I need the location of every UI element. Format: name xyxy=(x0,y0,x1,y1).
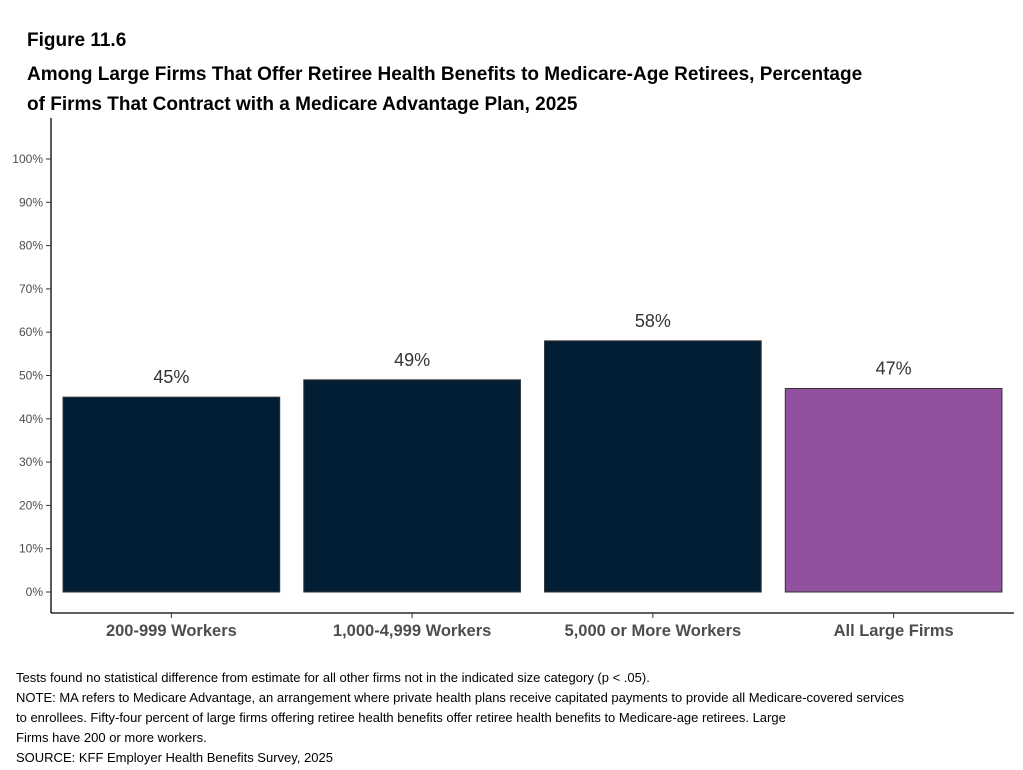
bar-value-label: 45% xyxy=(153,367,189,387)
bar-value-label: 47% xyxy=(876,358,912,378)
note-line: to enrollees. Fifty-four percent of larg… xyxy=(16,710,786,725)
y-tick-label: 100% xyxy=(12,152,43,166)
y-tick-label: 0% xyxy=(26,585,44,599)
note-line: NOTE: MA refers to Medicare Advantage, a… xyxy=(16,690,905,705)
bar xyxy=(62,396,281,593)
y-tick-label: 30% xyxy=(19,455,43,469)
bar-value-label: 49% xyxy=(394,350,430,370)
bar-chart: 0% 10% 20% 30% 40% 50% 60% 70% 80% 90% 100% 45% 200-… xyxy=(12,118,1014,640)
chart-title: Among Large Firms That Offer Retiree Hea… xyxy=(27,60,1007,120)
bar-value-label: 58% xyxy=(635,311,671,331)
y-tick-label: 50% xyxy=(19,369,43,383)
source-line: SOURCE: KFF Employer Health Benefits Sur… xyxy=(16,750,333,765)
y-tick-label: 60% xyxy=(19,325,43,339)
y-tick-label: 80% xyxy=(19,239,43,253)
bar xyxy=(303,379,521,593)
y-tick-label: 90% xyxy=(19,195,43,209)
y-tick-label: 20% xyxy=(19,498,43,512)
x-tick-label: 5,000 or More Workers xyxy=(565,622,742,640)
figure-label: Figure 11.6 xyxy=(27,30,127,51)
x-tick-label: 200-999 Workers xyxy=(106,622,237,640)
bar xyxy=(784,387,1003,593)
x-tick-label: 1,000-4,999 Workers xyxy=(333,622,491,640)
note-line: Firms have 200 or more workers. xyxy=(16,730,207,745)
chart-title-line-2: of Firms That Contract with a Medicare A… xyxy=(27,94,578,115)
y-tick-label: 70% xyxy=(19,282,43,296)
x-tick-label: All Large Firms xyxy=(834,622,954,640)
y-tick-label: 40% xyxy=(19,412,43,426)
note-line: Tests found no statistical difference fr… xyxy=(16,670,650,685)
chart-notes: Tests found no statistical difference fr… xyxy=(16,668,1006,768)
chart-title-line-1: Among Large Firms That Offer Retiree Hea… xyxy=(27,64,863,85)
y-tick-label: 10% xyxy=(19,542,43,556)
bar xyxy=(544,340,762,593)
